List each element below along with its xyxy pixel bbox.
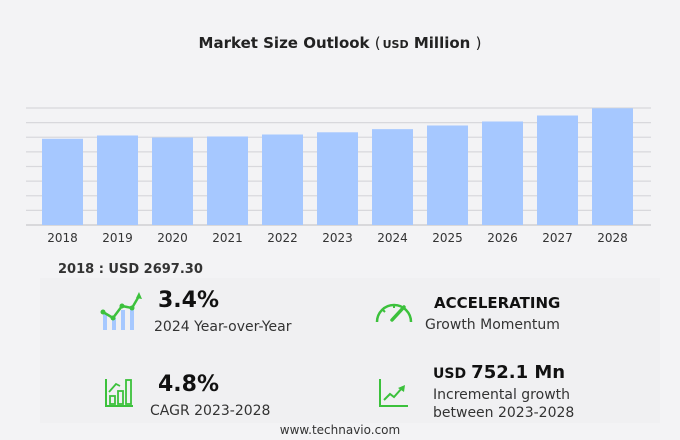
bar-chart: 2018 2019 2020 2021 2022 2023 2024 2025 2026 2027… xyxy=(26,107,651,245)
bar-2026 xyxy=(482,121,523,225)
base-year-value: 2018 : USD 2697.30 xyxy=(58,262,203,277)
x-tick-label: 2028 xyxy=(597,231,628,245)
incremental-label-2: between 2023-2028 xyxy=(433,405,575,421)
stats-panel xyxy=(40,278,660,423)
chart-title: Market Size Outlook (USD Million ) xyxy=(0,34,680,52)
unit-label: USD xyxy=(382,38,409,51)
x-tick-label: 2027 xyxy=(542,231,573,245)
cagr-value: 4.8% xyxy=(158,372,220,397)
bar-2018 xyxy=(42,138,83,225)
footer-url: www.technavio.com xyxy=(279,423,401,437)
growth-chart-icon xyxy=(100,292,142,330)
title-text: Market Size Outlook xyxy=(198,34,370,52)
trend-line-icon xyxy=(379,379,408,407)
bar-2023 xyxy=(317,132,358,225)
x-tick-label: 2024 xyxy=(377,231,408,245)
x-tick-label: 2022 xyxy=(267,231,298,245)
bar-2019 xyxy=(97,135,138,225)
bar-2024 xyxy=(372,129,413,225)
x-tick-label: 2019 xyxy=(102,231,133,245)
cagr-label: CAGR 2023-2028 xyxy=(150,403,271,419)
yoy-label: 2024 Year-over-Year xyxy=(154,319,292,335)
incremental-value: USD 752.1 Mn xyxy=(433,362,565,383)
x-tick-label: 2018 xyxy=(47,231,78,245)
bar-2027 xyxy=(537,115,578,225)
bar-2020 xyxy=(152,137,193,225)
bar-chart-growth-icon xyxy=(105,379,133,407)
unit-suffix: Million xyxy=(413,34,471,52)
momentum-value: ACCELERATING xyxy=(434,294,561,312)
incremental-amount: 752.1 Mn xyxy=(471,362,566,383)
x-tick-label: 2020 xyxy=(157,231,188,245)
momentum-label: Growth Momentum xyxy=(425,317,560,333)
incremental-label-1: Incremental growth xyxy=(433,387,571,403)
x-tick-label: 2026 xyxy=(487,231,518,245)
x-tick-label: 2021 xyxy=(212,231,243,245)
bar-2025 xyxy=(427,125,468,225)
bar-2021 xyxy=(207,136,248,225)
incremental-unit: USD xyxy=(433,366,467,382)
x-tick-label: 2025 xyxy=(432,231,463,245)
bar-2028 xyxy=(592,108,633,225)
unit-close-paren: ) xyxy=(475,34,482,52)
bar-2022 xyxy=(262,134,303,225)
yoy-value: 3.4% xyxy=(158,288,220,313)
speedometer-icon xyxy=(375,303,413,323)
x-tick-label: 2023 xyxy=(322,231,353,245)
unit-open-paren: ( xyxy=(374,34,381,52)
